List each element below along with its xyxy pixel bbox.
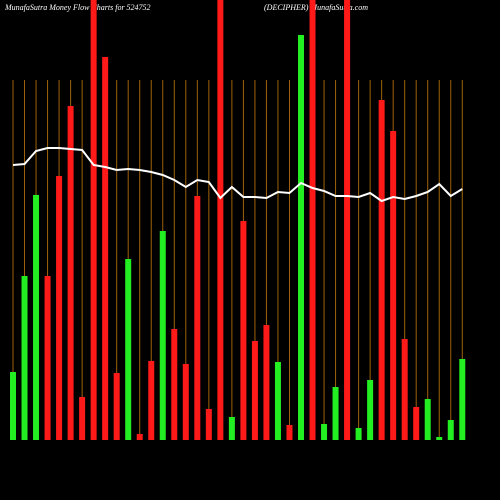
bar: [33, 195, 40, 440]
bar: [228, 417, 235, 440]
bar: [390, 131, 397, 440]
bar: [424, 399, 431, 440]
bar: [378, 100, 385, 440]
bar: [148, 361, 155, 440]
bar: [21, 276, 28, 440]
bar: [332, 387, 339, 440]
bar: [321, 424, 328, 440]
bar: [447, 420, 454, 440]
bar: [194, 196, 201, 440]
bar: [413, 407, 420, 440]
chart-title: MunafaSutra Money Flow Charts for 524752: [4, 3, 151, 12]
bar: [286, 425, 293, 440]
bar: [159, 231, 166, 440]
bar: [125, 259, 132, 440]
bar: [436, 437, 443, 440]
bar: [102, 57, 109, 440]
bar: [67, 106, 74, 440]
bar: [56, 176, 63, 440]
bar: [298, 35, 304, 440]
bar: [240, 221, 247, 440]
bar: [217, 0, 224, 440]
bar: [309, 0, 316, 440]
bar: [44, 276, 51, 440]
bar: [344, 0, 351, 440]
bar: [263, 325, 270, 440]
bar: [367, 380, 374, 440]
flow-line: [12, 147, 463, 203]
lines: [12, 147, 463, 203]
bar: [171, 329, 178, 440]
bars: [10, 0, 466, 440]
chart-subtitle: (DECIPHER) MunafaSutra.com: [264, 3, 368, 12]
bar: [401, 339, 408, 440]
bar: [113, 373, 120, 440]
bar: [205, 409, 212, 440]
bar: [182, 364, 189, 440]
bar: [355, 428, 362, 440]
bar: [79, 397, 86, 440]
bar: [251, 341, 258, 440]
bar: [136, 434, 143, 440]
bar: [90, 0, 97, 440]
bar: [274, 362, 281, 440]
bar: [10, 372, 16, 440]
bar: [459, 359, 466, 440]
